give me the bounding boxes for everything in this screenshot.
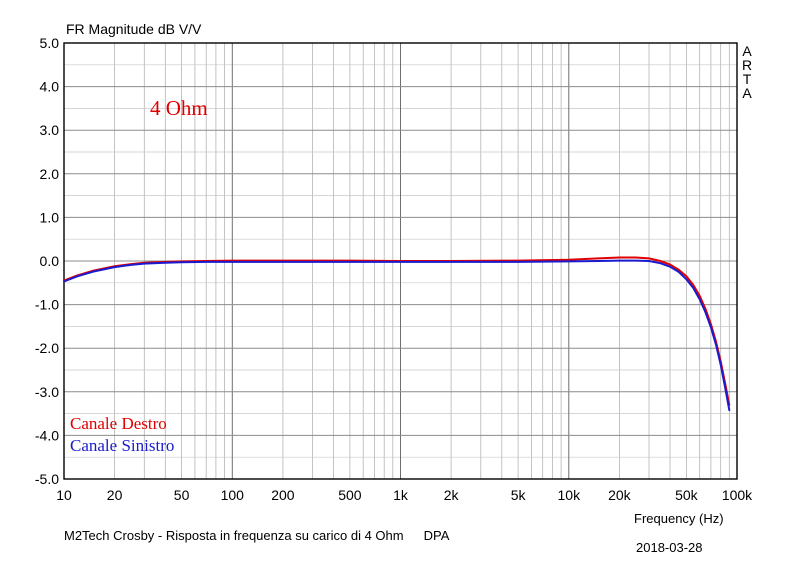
arta-letter: A [742, 85, 752, 101]
x-tick-label: 2k [444, 487, 460, 503]
series-layer [63, 256, 731, 412]
x-tick-label: 200 [271, 487, 295, 503]
caption-tag: DPA [423, 528, 450, 543]
x-tick-label: 20 [107, 487, 123, 503]
y-tick-label: 5.0 [40, 35, 60, 51]
x-tick-label: 50 [174, 487, 190, 503]
x-tick-label: 1k [393, 487, 409, 503]
x-tick-label: 10k [558, 487, 582, 503]
arta-letter: A [742, 43, 752, 59]
x-tick-label: 20k [608, 487, 632, 503]
y-tick-label: -1.0 [35, 297, 59, 313]
y-tick-label: -3.0 [35, 384, 59, 400]
y-tick-label: -5.0 [35, 471, 59, 487]
legend-entry-right: Canale Destro [70, 414, 167, 433]
y-tick-label: 4.0 [40, 79, 60, 95]
y-tick-label: 2.0 [40, 166, 60, 182]
x-axis-label: Frequency (Hz) [634, 511, 724, 526]
chart-title: FR Magnitude dB V/V [66, 21, 202, 37]
arta-letter: T [742, 71, 752, 87]
arta-letter: R [741, 57, 753, 73]
y-tick-labels: 5.0 4.0 3.0 2.0 1.0 0.0 -1.0 -2.0 -3.0 -4.0 -5.0 [35, 35, 59, 487]
y-tick-label: 3.0 [40, 122, 60, 138]
x-tick-labels: 10 20 50 100 200 500 1k 2k 5k 10k 20k 50k 100k [56, 487, 753, 503]
series-line-canale-destro [63, 256, 731, 406]
x-tick-label: 5k [511, 487, 527, 503]
footer-caption: M2Tech Crosby - Risposta in frequenza su… [64, 528, 449, 543]
x-tick-label: 50k [675, 487, 699, 503]
footer-date: 2018-03-28 [636, 540, 703, 555]
series-line-canale-sinistro [63, 259, 731, 412]
x-tick-label: 500 [338, 487, 362, 503]
legend-entry-left: Canale Sinistro [70, 436, 175, 455]
x-tick-label: 100 [221, 487, 245, 503]
y-tick-label: -2.0 [35, 340, 59, 356]
y-tick-label: 1.0 [40, 209, 60, 225]
x-tick-label: 100k [722, 487, 753, 503]
load-annotation: 4 Ohm [150, 96, 208, 120]
x-tick-label: 10 [56, 487, 72, 503]
y-tick-label: 0.0 [40, 253, 60, 269]
y-tick-label: -4.0 [35, 427, 59, 443]
plot-frame [63, 42, 738, 480]
caption-text: M2Tech Crosby - Risposta in frequenza su… [64, 528, 404, 543]
